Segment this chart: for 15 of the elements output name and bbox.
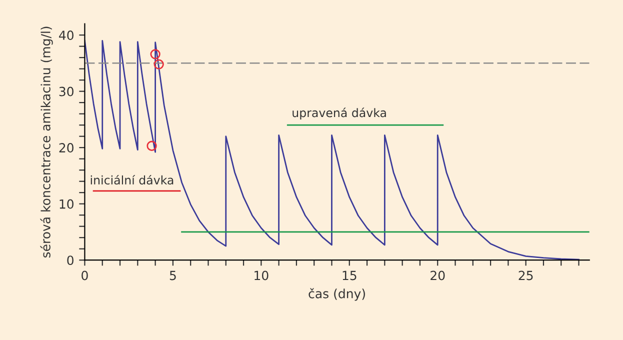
x-tick-label: 10	[254, 270, 268, 280]
annotation: iniciální dávka	[90, 174, 174, 185]
y-tick-label: 0	[67, 256, 74, 266]
x-tick-label: 5	[170, 270, 176, 280]
y-tick-label: 10	[60, 199, 74, 209]
x-tick-label: 20	[430, 270, 445, 280]
y-tick-label: 30	[59, 86, 74, 96]
x-tick-label: 15	[342, 270, 356, 280]
y-axis-title: sérová koncentrace amikacinu (mg/l)	[40, 26, 53, 258]
x-axis-title: čas (dny)	[308, 288, 365, 301]
x-tick-label: 25	[518, 270, 533, 280]
y-tick-label: 20	[59, 143, 74, 153]
annotation: upravená dávka	[292, 108, 386, 120]
x-tick-label: 0	[82, 270, 88, 280]
y-tick-label: 40	[59, 30, 74, 40]
